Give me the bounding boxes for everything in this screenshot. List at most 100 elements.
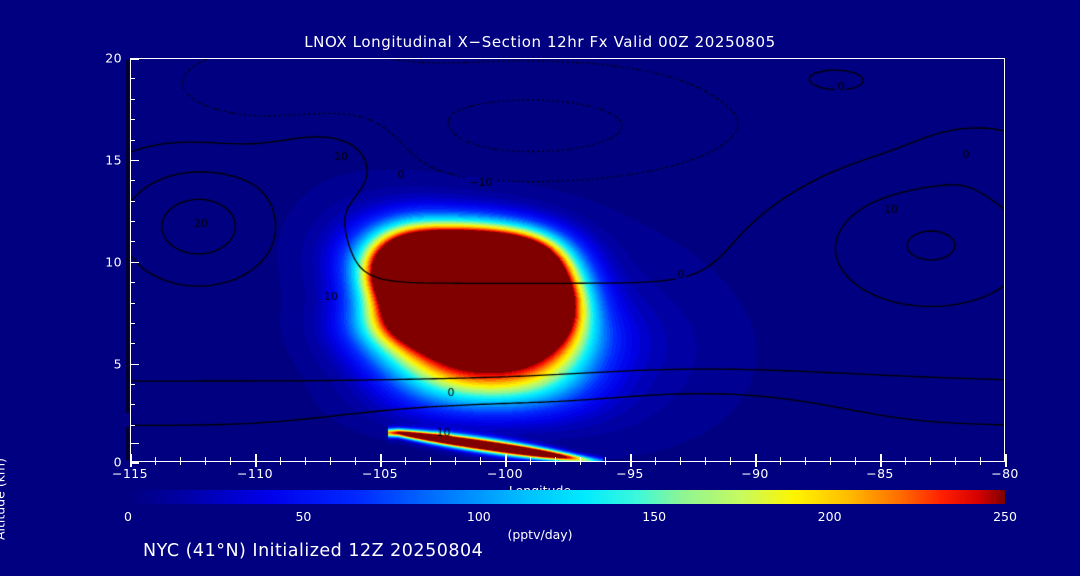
x-tick-outer bbox=[255, 462, 257, 467]
x-minor-tick-outer bbox=[605, 462, 606, 465]
x-minor-tick bbox=[605, 457, 606, 462]
x-tick-label: −115 bbox=[112, 466, 148, 481]
x-tick bbox=[505, 454, 507, 462]
x-tick bbox=[880, 454, 882, 462]
y-tick-label: 15 bbox=[105, 152, 122, 168]
y-minor-tick bbox=[130, 180, 135, 182]
y-minor-tick bbox=[130, 78, 135, 80]
x-minor-tick-outer bbox=[680, 462, 681, 465]
x-minor-tick-outer bbox=[805, 462, 806, 465]
x-minor-tick-outer bbox=[855, 462, 856, 465]
x-minor-tick-outer bbox=[405, 462, 406, 465]
x-tick-outer bbox=[1005, 462, 1007, 467]
x-tick bbox=[1005, 454, 1007, 462]
x-minor-tick-outer bbox=[330, 462, 331, 465]
y-minor-tick bbox=[130, 443, 139, 445]
y-minor-tick bbox=[130, 302, 135, 304]
y-tick-label: 0 bbox=[113, 454, 122, 470]
y-tick-label: 20 bbox=[105, 50, 122, 66]
x-minor-tick-outer bbox=[780, 462, 781, 465]
x-minor-tick bbox=[730, 457, 731, 462]
x-tick-label: −110 bbox=[237, 466, 273, 481]
colorbar-tick-label: 100 bbox=[466, 509, 491, 524]
x-minor-tick bbox=[305, 457, 306, 462]
x-minor-tick-outer bbox=[955, 462, 956, 465]
heatmap-canvas bbox=[131, 59, 1004, 461]
x-minor-tick-outer bbox=[230, 462, 231, 465]
x-minor-tick bbox=[405, 457, 406, 462]
x-minor-tick-outer bbox=[705, 462, 706, 465]
y-tick bbox=[130, 363, 139, 366]
x-minor-tick bbox=[480, 457, 481, 462]
x-minor-tick bbox=[580, 457, 581, 462]
x-minor-tick bbox=[205, 457, 206, 462]
x-minor-tick bbox=[980, 457, 981, 462]
x-tick-label: −80 bbox=[991, 466, 1019, 481]
x-minor-tick bbox=[930, 457, 931, 462]
y-minor-tick bbox=[130, 404, 135, 406]
x-minor-tick bbox=[955, 457, 956, 462]
x-minor-tick bbox=[180, 457, 181, 462]
x-tick-label: −90 bbox=[741, 466, 769, 481]
x-minor-tick-outer bbox=[980, 462, 981, 465]
colorbar-tick-label: 0 bbox=[124, 509, 132, 524]
x-minor-tick-outer bbox=[580, 462, 581, 465]
x-minor-tick-outer bbox=[530, 462, 531, 465]
x-minor-tick-outer bbox=[480, 462, 481, 465]
x-minor-tick bbox=[855, 457, 856, 462]
y-tick-label: 5 bbox=[113, 356, 122, 372]
x-minor-tick-outer bbox=[830, 462, 831, 465]
x-tick bbox=[130, 454, 132, 462]
plot-area bbox=[130, 58, 1005, 462]
colorbar-units: (pptv/day) bbox=[507, 527, 573, 542]
colorbar-gradient bbox=[128, 490, 1005, 504]
colorbar bbox=[128, 490, 1005, 504]
x-minor-tick bbox=[780, 457, 781, 462]
x-minor-tick-outer bbox=[905, 462, 906, 465]
x-minor-tick-outer bbox=[355, 462, 356, 465]
x-tick-outer bbox=[880, 462, 882, 467]
x-tick-label: −85 bbox=[866, 466, 894, 481]
x-minor-tick bbox=[655, 457, 656, 462]
y-tick bbox=[130, 58, 139, 60]
x-minor-tick bbox=[530, 457, 531, 462]
x-minor-tick-outer bbox=[155, 462, 156, 465]
x-minor-tick-outer bbox=[555, 462, 556, 465]
x-tick bbox=[630, 454, 632, 462]
x-minor-tick bbox=[355, 457, 356, 462]
colorbar-tick-label: 250 bbox=[993, 509, 1017, 524]
y-minor-tick bbox=[130, 424, 135, 426]
y-minor-tick bbox=[130, 282, 135, 284]
x-tick-label: −95 bbox=[616, 466, 644, 481]
y-minor-tick bbox=[130, 200, 135, 202]
y-minor-tick bbox=[130, 139, 135, 141]
y-axis-spine bbox=[126, 426, 129, 460]
x-tick bbox=[380, 454, 382, 462]
x-tick bbox=[255, 454, 257, 462]
y-tick bbox=[130, 261, 139, 264]
x-minor-tick bbox=[330, 457, 331, 462]
y-minor-tick bbox=[130, 221, 135, 223]
y-minor-tick bbox=[130, 98, 135, 100]
y-minor-tick bbox=[130, 322, 135, 324]
x-minor-tick bbox=[830, 457, 831, 462]
x-tick-outer bbox=[505, 462, 507, 467]
x-minor-tick bbox=[455, 457, 456, 462]
x-tick bbox=[755, 454, 757, 462]
colorbar-tick-label: 200 bbox=[817, 509, 842, 524]
x-minor-tick-outer bbox=[455, 462, 456, 465]
y-tick bbox=[130, 159, 139, 162]
y-minor-tick bbox=[130, 241, 135, 243]
x-minor-tick bbox=[705, 457, 706, 462]
x-minor-tick-outer bbox=[180, 462, 181, 465]
colorbar-tick-label: 50 bbox=[295, 509, 312, 524]
x-minor-tick-outer bbox=[430, 462, 431, 465]
y-tick bbox=[130, 462, 139, 464]
x-minor-tick-outer bbox=[730, 462, 731, 465]
x-tick-label: −105 bbox=[362, 466, 398, 481]
y-tick-label: 10 bbox=[105, 254, 122, 270]
x-tick-label: −100 bbox=[487, 466, 523, 481]
x-tick-outer bbox=[130, 462, 132, 467]
colorbar-tick-label: 150 bbox=[642, 509, 667, 524]
y-minor-tick bbox=[130, 343, 135, 345]
